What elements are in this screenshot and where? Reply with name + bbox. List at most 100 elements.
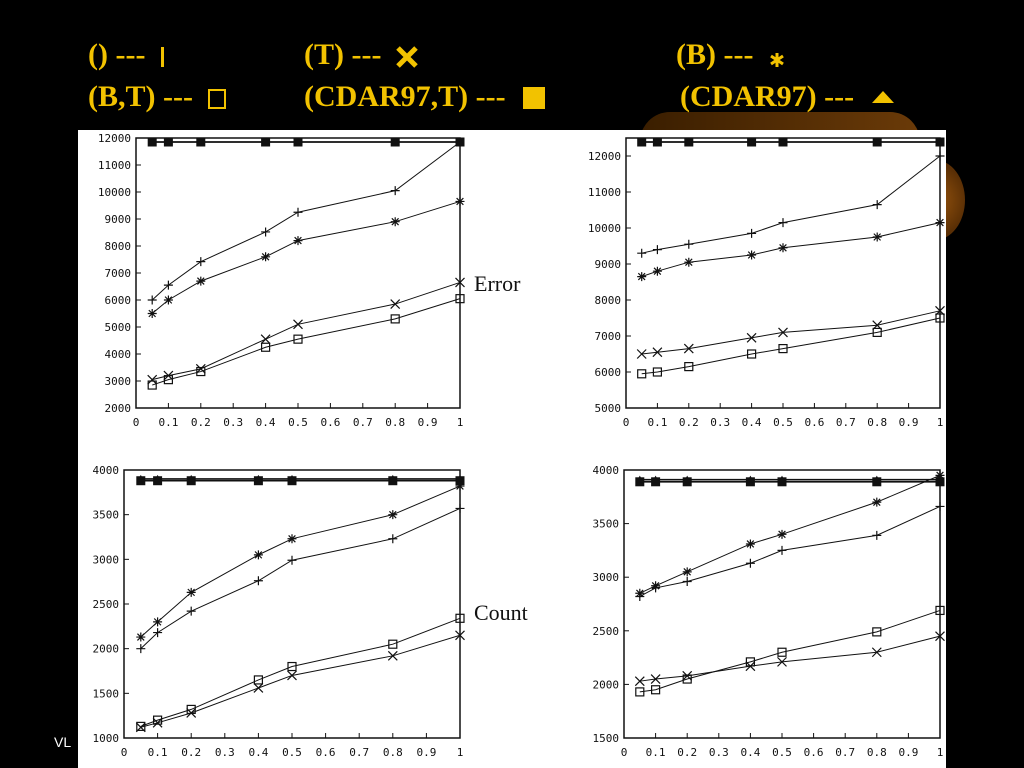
y-tick-label: 10000 bbox=[588, 222, 621, 235]
point-triangle bbox=[164, 138, 173, 145]
point-triangle bbox=[653, 138, 662, 145]
x-tick-label: 0.4 bbox=[740, 746, 760, 759]
point-square bbox=[872, 627, 882, 637]
point-triangle bbox=[683, 475, 692, 483]
point-triangle bbox=[684, 138, 693, 145]
point-x bbox=[746, 332, 757, 343]
y-tick-label: 6000 bbox=[595, 366, 622, 379]
y-tick-label: 4000 bbox=[105, 348, 132, 361]
series-line-plus bbox=[151, 141, 461, 301]
x-tick-label: 0.2 bbox=[679, 416, 699, 429]
y-tick-label: 11000 bbox=[98, 159, 131, 172]
y-tick-label: 4000 bbox=[593, 464, 620, 477]
point-plus bbox=[682, 576, 692, 586]
series-line-asterisk bbox=[639, 474, 941, 594]
y-tick-label: 2000 bbox=[105, 402, 132, 415]
y-tick-label: 3000 bbox=[593, 571, 620, 584]
y-tick-label: 12000 bbox=[98, 132, 131, 145]
point-square bbox=[637, 369, 647, 379]
point-asterisk bbox=[872, 497, 882, 507]
point-asterisk bbox=[253, 550, 263, 560]
y-tick-label: 7000 bbox=[595, 330, 622, 343]
point-plus bbox=[651, 583, 661, 593]
point-asterisk bbox=[293, 236, 303, 246]
series-line-asterisk bbox=[151, 200, 461, 314]
point-x bbox=[253, 683, 264, 693]
x-tick-label: 0.2 bbox=[677, 746, 697, 759]
point-plus bbox=[388, 534, 398, 544]
x-tick-label: 0.6 bbox=[804, 746, 824, 759]
plot-frame bbox=[625, 137, 941, 409]
point-plus bbox=[747, 228, 757, 238]
point-asterisk bbox=[153, 617, 163, 627]
point-plus bbox=[136, 644, 146, 654]
point-square bbox=[261, 342, 271, 352]
point-asterisk bbox=[747, 250, 757, 260]
point-square bbox=[293, 334, 303, 344]
chart-4: 0 0.1 0.2 0.3 0.4 0.5 0.6 0.7 0.8 0.9 1 1500 2000 250… bbox=[593, 464, 945, 759]
point-triangle bbox=[635, 475, 644, 483]
point-asterisk bbox=[778, 243, 788, 253]
x-tick-label: 0.3 bbox=[215, 746, 235, 759]
point-plus bbox=[652, 245, 662, 255]
point-asterisk bbox=[745, 539, 755, 549]
series-line-asterisk bbox=[140, 485, 461, 638]
y-tick-label: 5000 bbox=[105, 321, 132, 334]
legend-item-cdar97-t: (CDAR97,T) --- bbox=[304, 80, 549, 114]
point-square bbox=[455, 613, 465, 623]
point-asterisk bbox=[388, 510, 398, 520]
point-x bbox=[260, 334, 271, 345]
legend-item-cdar97: (CDAR97) --- bbox=[680, 80, 898, 114]
point-triangle bbox=[873, 138, 882, 145]
point-square bbox=[455, 294, 465, 304]
y-tick-label: 8000 bbox=[105, 240, 132, 253]
point-triangle bbox=[456, 474, 464, 482]
chart-panel: 0 0.1 0.2 0.3 0.4 0.5 0.6 0.7 0.8 0.9 1 2000 3000 400… bbox=[78, 130, 946, 768]
point-x bbox=[147, 374, 158, 385]
point-triangle bbox=[148, 138, 157, 145]
box-outline-symbol-icon bbox=[208, 89, 227, 110]
x-tick-label: 0.1 bbox=[647, 416, 667, 429]
point-x bbox=[634, 676, 645, 687]
charts-svg: 0 0.1 0.2 0.3 0.4 0.5 0.6 0.7 0.8 0.9 120003000400… bbox=[93, 132, 945, 759]
legend-item-t: (T) --- bbox=[304, 38, 419, 72]
y-tick-label: 2500 bbox=[93, 598, 120, 611]
x-tick-label: 0 bbox=[623, 416, 630, 429]
point-x bbox=[455, 277, 465, 288]
point-plus bbox=[293, 207, 303, 217]
point-asterisk bbox=[163, 295, 173, 305]
point-triangle bbox=[196, 138, 205, 145]
x-tick-label: 0.2 bbox=[191, 416, 211, 429]
point-x bbox=[683, 343, 694, 354]
x-tick-label: 0.1 bbox=[158, 416, 178, 429]
point-plus bbox=[872, 530, 882, 540]
point-x bbox=[390, 299, 401, 309]
point-square bbox=[147, 380, 157, 390]
x-tick-label: 0.8 bbox=[867, 416, 887, 429]
x-tick-label: 0.1 bbox=[646, 746, 666, 759]
point-asterisk bbox=[390, 217, 400, 227]
point-square bbox=[684, 362, 694, 372]
y-tick-label: 1500 bbox=[93, 687, 120, 700]
point-asterisk bbox=[196, 276, 206, 286]
x-tick-label: 0.6 bbox=[320, 416, 340, 429]
point-square bbox=[778, 344, 788, 354]
point-asterisk bbox=[652, 266, 662, 276]
chart-3: 0 0.1 0.2 0.3 0.4 0.5 0.6 0.7 0.8 0.9 1 1000 1500 200… bbox=[93, 464, 465, 759]
point-square bbox=[253, 675, 263, 685]
footer-text: VL bbox=[54, 734, 72, 750]
point-plus bbox=[261, 227, 271, 237]
point-square bbox=[388, 639, 398, 649]
point-square bbox=[152, 715, 163, 725]
point-asterisk bbox=[682, 567, 692, 577]
point-triangle bbox=[261, 138, 270, 145]
point-asterisk bbox=[186, 587, 196, 597]
legend-item-b: (B) --- bbox=[676, 38, 787, 72]
x-symbol-icon bbox=[396, 46, 418, 68]
series-line-x bbox=[140, 634, 461, 728]
point-square bbox=[163, 375, 174, 385]
x-tick-label: 0.9 bbox=[416, 746, 436, 759]
point-asterisk bbox=[935, 218, 945, 228]
filled-square-symbol-icon bbox=[523, 87, 546, 110]
point-triangle bbox=[778, 475, 786, 483]
